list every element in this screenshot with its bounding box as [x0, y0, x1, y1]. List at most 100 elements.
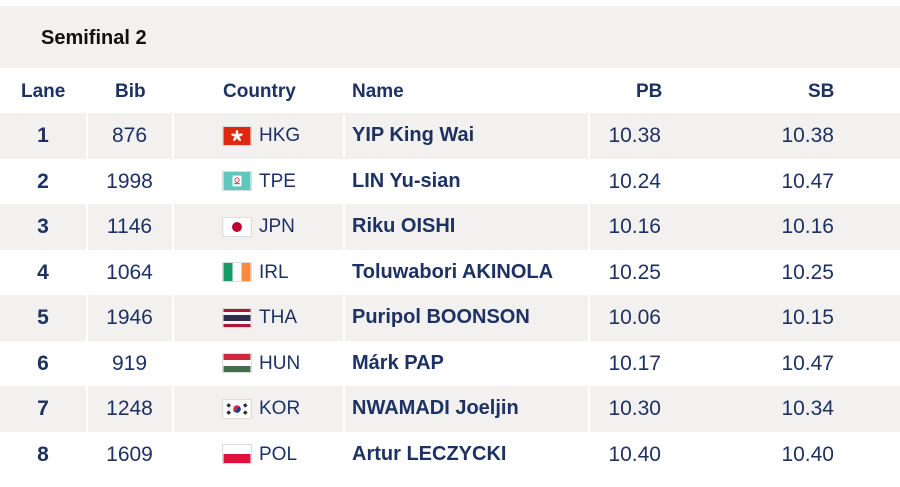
pb-cell: 10.16 — [608, 215, 661, 238]
country-cell: TPE — [222, 159, 342, 205]
column-divider — [588, 249, 590, 295]
bib-cell: 1946 — [106, 306, 153, 329]
pb-cell: 10.38 — [608, 124, 661, 147]
lane-cell: 4 — [37, 260, 49, 284]
column-divider — [343, 340, 345, 386]
sb-cell: 10.40 — [781, 442, 834, 466]
country-code: THA — [259, 307, 297, 328]
country-code: IRL — [259, 261, 289, 283]
header-lane: Lane — [21, 81, 66, 102]
pb-cell: 10.25 — [608, 260, 661, 284]
country-code: HKG — [259, 125, 301, 146]
header-bib: Bib — [115, 81, 146, 102]
heat-title-bar: Semifinal 2 — [0, 6, 900, 68]
column-divider — [86, 158, 88, 204]
sb-cell: 10.34 — [781, 397, 834, 420]
column-divider — [343, 204, 345, 250]
lane-cell: 6 — [37, 351, 49, 375]
column-divider — [588, 295, 590, 341]
column-divider — [343, 158, 345, 204]
country-cell: HUN — [222, 341, 342, 387]
column-divider — [588, 113, 590, 159]
athlete-name: NWAMADI Joeljin — [352, 397, 519, 419]
table-row: 8 1609 POL Artur LECZYCKI 10.40 10.40 — [0, 431, 900, 478]
sb-cell: 10.47 — [781, 169, 834, 193]
bib-cell: 1146 — [106, 215, 153, 238]
athlete-name: LIN Yu-sian — [352, 169, 461, 192]
column-divider — [588, 431, 590, 477]
country-code: KOR — [259, 398, 301, 419]
sb-cell: 10.38 — [781, 124, 834, 147]
table-row: 2 1998 TPE LIN Yu-sian 10.24 10.47 — [0, 158, 900, 205]
results-table: 1 876 HKG YIP King Wai 10.38 10.38 2 1998 TPE LIN… — [0, 113, 900, 477]
column-divider — [86, 386, 88, 432]
column-divider — [172, 204, 174, 250]
lane-cell: 8 — [37, 442, 49, 466]
country-code: POL — [259, 443, 298, 465]
lane-cell: 5 — [37, 306, 49, 329]
pb-cell: 10.24 — [608, 169, 661, 193]
column-divider — [86, 204, 88, 250]
country-code: TPE — [259, 170, 296, 192]
column-divider — [172, 249, 174, 295]
pb-cell: 10.17 — [608, 351, 661, 375]
column-divider — [172, 158, 174, 204]
column-divider — [172, 386, 174, 432]
column-divider — [343, 113, 345, 159]
country-cell: THA — [222, 295, 342, 341]
athlete-name: Riku OISHI — [352, 215, 456, 237]
pol-flag-icon — [222, 444, 252, 465]
table-header: Lane Bib Country Name PB SB — [0, 68, 900, 113]
hun-flag-icon — [222, 353, 252, 374]
country-cell: HKG — [222, 113, 342, 159]
sb-cell: 10.47 — [781, 351, 834, 375]
header-sb: SB — [808, 81, 835, 102]
athlete-name: Puripol BOONSON — [352, 306, 530, 328]
column-divider — [172, 431, 174, 477]
lane-cell: 7 — [37, 397, 49, 420]
table-row: 3 1146 JPN Riku OISHI 10.16 10.16 — [0, 204, 900, 250]
irl-flag-icon — [222, 262, 252, 283]
column-divider — [172, 113, 174, 159]
column-divider — [86, 340, 88, 386]
country-cell: KOR — [222, 386, 342, 432]
bib-cell: 919 — [111, 351, 148, 375]
country-code: HUN — [259, 352, 301, 374]
country-cell: JPN — [222, 204, 342, 250]
country-cell: IRL — [222, 250, 342, 296]
column-divider — [343, 295, 345, 341]
bib-cell: 1248 — [106, 397, 153, 420]
pb-cell: 10.40 — [608, 442, 661, 466]
table-row: 7 1248 KOR NWAMADI Joeljin 10.30 10.34 — [0, 386, 900, 432]
hkg-flag-icon — [222, 125, 252, 146]
kor-flag-icon — [222, 398, 252, 419]
tha-flag-icon — [222, 307, 252, 328]
column-divider — [588, 204, 590, 250]
heat-title: Semifinal 2 — [41, 27, 147, 49]
column-divider — [172, 295, 174, 341]
athlete-name: Artur LECZYCKI — [352, 442, 507, 465]
header-name: Name — [352, 81, 404, 102]
column-divider — [86, 431, 88, 477]
athlete-name: Toluwabori AKINOLA — [352, 260, 554, 283]
column-divider — [86, 113, 88, 159]
athlete-name: Márk PAP — [352, 351, 444, 374]
table-row: 6 919 HUN Márk PAP 10.17 10.47 — [0, 340, 900, 387]
column-divider — [343, 386, 345, 432]
lane-cell: 1 — [37, 124, 49, 147]
table-row: 1 876 HKG YIP King Wai 10.38 10.38 — [0, 113, 900, 159]
table-row: 5 1946 THA Puripol BOONSON 10.06 10.15 — [0, 295, 900, 341]
header-country: Country — [223, 81, 296, 102]
table-row: 4 1064 IRL Toluwabori AKINOLA 10.25 10.25 — [0, 249, 900, 296]
column-divider — [588, 386, 590, 432]
jpn-flag-icon — [222, 216, 252, 237]
column-divider — [86, 249, 88, 295]
country-cell: POL — [222, 432, 342, 478]
pb-cell: 10.30 — [608, 397, 661, 420]
athlete-name: YIP King Wai — [352, 124, 475, 146]
column-divider — [588, 340, 590, 386]
pb-cell: 10.06 — [608, 306, 661, 329]
column-divider — [172, 340, 174, 386]
column-divider — [588, 158, 590, 204]
